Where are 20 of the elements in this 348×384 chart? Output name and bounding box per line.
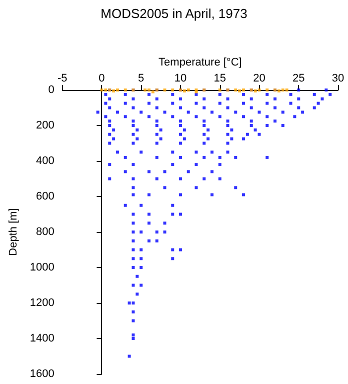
x-tick-label: 30 <box>332 72 344 84</box>
x-tick-label: 5 <box>138 72 144 84</box>
x-tick-label: 15 <box>214 72 226 84</box>
x-tick-label: -5 <box>57 72 68 84</box>
y-tick-label: 400 <box>36 155 54 167</box>
x-tick-label: 20 <box>253 72 266 84</box>
y-axis-title: Depth [m] <box>8 208 20 256</box>
y-tick-label: 800 <box>36 226 54 238</box>
x-tick-label: 25 <box>292 72 305 84</box>
y-tick-label: 200 <box>36 120 54 132</box>
x-tick-label: 0 <box>98 72 105 84</box>
y-tick-label: 0 <box>48 84 54 96</box>
chart-title: MODS2005 in April, 1973 <box>100 6 248 21</box>
y-tick-label: 1000 <box>30 262 54 274</box>
y-tick-label: 1400 <box>30 332 54 344</box>
x-tick-label: 10 <box>174 72 187 84</box>
y-tick-label: 1600 <box>30 368 54 380</box>
x-axis-title: Temperature [°C] <box>158 56 242 68</box>
y-tick-label: 600 <box>36 190 54 202</box>
y-tick-label: 1200 <box>30 297 54 309</box>
